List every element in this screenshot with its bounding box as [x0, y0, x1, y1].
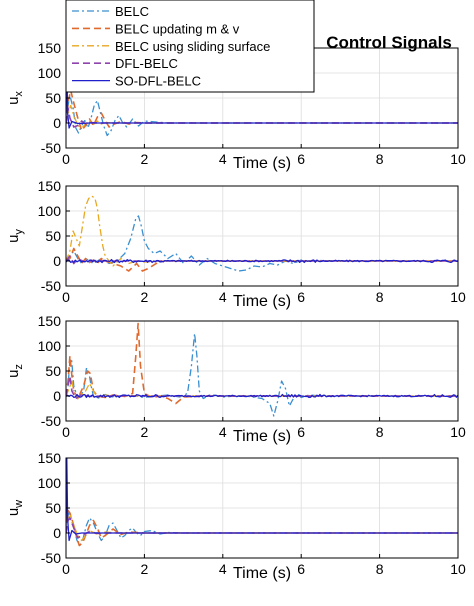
x-axis-label: Time (s): [233, 293, 291, 310]
series-group: [66, 458, 458, 547]
series-line-so-dfl-belc: [66, 393, 458, 399]
series-group: [66, 195, 458, 272]
y-label-subscript: z: [13, 364, 25, 370]
y-axis-label: uy: [5, 229, 25, 243]
x-tick-label: 10: [450, 561, 466, 577]
x-tick-label: 6: [297, 151, 305, 167]
y-tick-label: 50: [45, 90, 61, 106]
x-tick-label: 4: [219, 424, 227, 440]
x-tick-label: 0: [62, 289, 70, 305]
y-tick-label: 150: [38, 450, 62, 466]
y-axis-label: ux: [5, 91, 25, 105]
y-tick-label: 0: [53, 388, 61, 404]
x-tick-label: 0: [62, 151, 70, 167]
y-label-subscript: w: [13, 500, 25, 509]
series-line-belc: [66, 332, 458, 417]
series-line-belc-updating-m-v: [66, 247, 458, 272]
y-label-base: u: [5, 508, 22, 516]
x-tick-label: 0: [62, 424, 70, 440]
legend-entry-label: SO-DFL-BELC: [115, 74, 201, 89]
y-tick-label: 150: [38, 313, 62, 329]
x-tick-label: 8: [376, 424, 384, 440]
series-line-belc-using-sliding-surface: [66, 380, 458, 400]
x-tick-label: 8: [376, 561, 384, 577]
legend-entry-label: DFL-BELC: [115, 56, 178, 71]
y-label-base: u: [5, 370, 22, 378]
series-group: [66, 322, 458, 417]
y-tick-label: -50: [41, 550, 61, 566]
x-axis-label: Time (s): [233, 565, 291, 582]
x-tick-label: 4: [219, 289, 227, 305]
series-line-so-dfl-belc: [66, 458, 458, 542]
x-axis-label: Time (s): [233, 155, 291, 172]
y-label-base: u: [5, 97, 22, 105]
x-tick-label: 0: [62, 561, 70, 577]
y-label-subscript: y: [13, 229, 25, 235]
y-tick-label: -50: [41, 278, 61, 294]
series-line-dfl-belc: [66, 517, 458, 539]
y-tick-label: 50: [45, 228, 61, 244]
y-tick-label: 0: [53, 115, 61, 131]
y-tick-label: 0: [53, 525, 61, 541]
legend: BELC BELC updating m & v BELC using slidin…: [65, 0, 315, 93]
series-line-belc: [66, 215, 458, 272]
x-tick-label: 4: [219, 151, 227, 167]
x-tick-label: 4: [219, 561, 227, 577]
x-tick-label: 10: [450, 289, 466, 305]
series-line-so-dfl-belc: [66, 258, 458, 264]
x-tick-label: 6: [297, 561, 305, 577]
y-label-subscript: x: [13, 91, 25, 97]
x-tick-label: 6: [297, 289, 305, 305]
y-tick-label: 150: [38, 40, 62, 56]
series-line-dfl-belc: [66, 107, 458, 128]
y-label-base: u: [5, 235, 22, 243]
x-tick-label: 2: [141, 561, 149, 577]
x-tick-label: 8: [376, 289, 384, 305]
y-tick-label: -50: [41, 140, 61, 156]
legend-entry-label: BELC: [115, 4, 149, 19]
x-tick-label: 6: [297, 424, 305, 440]
y-tick-label: 150: [38, 178, 62, 194]
legend-entry-label: BELC using sliding surface: [115, 39, 270, 54]
x-tick-label: 8: [376, 151, 384, 167]
y-tick-label: 100: [38, 338, 62, 354]
y-tick-label: 100: [38, 475, 62, 491]
y-axis-label: uw: [5, 500, 25, 516]
x-tick-label: 10: [450, 151, 466, 167]
y-tick-label: 100: [38, 203, 62, 219]
y-tick-label: 50: [45, 363, 61, 379]
figure-title: Control Signals: [326, 33, 452, 52]
series-line-belc-using-sliding-surface: [66, 514, 458, 542]
series-line-belc-updating-m-v: [66, 322, 458, 405]
x-tick-label: 2: [141, 424, 149, 440]
x-axis-label: Time (s): [233, 428, 291, 445]
series-line-dfl-belc: [66, 375, 458, 400]
y-tick-label: 0: [53, 253, 61, 269]
y-tick-label: 100: [38, 65, 62, 81]
x-tick-label: 10: [450, 424, 466, 440]
legend-entry-label: BELC updating m & v: [115, 21, 240, 36]
x-tick-label: 2: [141, 151, 149, 167]
y-tick-label: 50: [45, 500, 61, 516]
x-tick-label: 2: [141, 289, 149, 305]
y-tick-label: -50: [41, 413, 61, 429]
y-axis-label: uz: [5, 364, 25, 378]
